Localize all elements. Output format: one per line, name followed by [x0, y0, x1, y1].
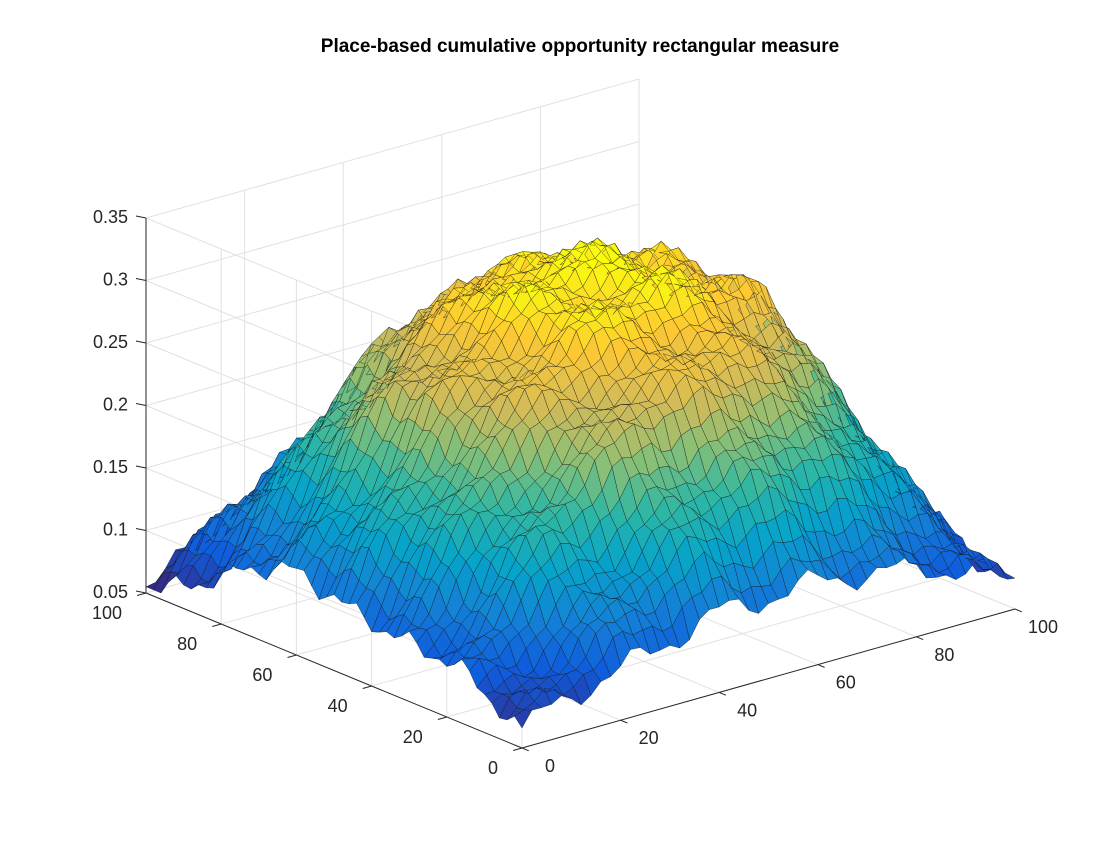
x-tick [521, 747, 529, 752]
x-tick [916, 636, 924, 641]
z-tick-label: 0.05 [93, 582, 128, 602]
surface-patch [997, 563, 1016, 580]
surface-layer [145, 237, 1016, 729]
y-tick [437, 716, 447, 720]
x-axis-line [521, 608, 1016, 749]
z-tick [135, 403, 147, 406]
wall-gridline-horizontal [145, 78, 640, 219]
y-tick-label: 20 [403, 727, 423, 747]
x-tick-label: 100 [1028, 617, 1058, 637]
x-tick-label: 20 [639, 728, 659, 748]
tick-label-layer: 0204060801000204060801000.050.10.150.20.… [92, 207, 1058, 778]
y-tick [512, 747, 523, 751]
axis-layer [135, 215, 1022, 752]
z-tick [135, 340, 147, 344]
y-tick [362, 685, 372, 689]
y-tick-label: 100 [92, 603, 122, 623]
x-tick-label: 0 [545, 756, 555, 776]
x-tick-label: 80 [934, 645, 954, 665]
y-tick [287, 654, 297, 658]
z-tick-label: 0.3 [103, 270, 128, 290]
y-tick-label: 80 [177, 634, 197, 654]
y-tick [136, 592, 147, 596]
x-tick [719, 691, 727, 696]
y-tick-label: 40 [328, 696, 348, 716]
x-tick [817, 664, 825, 668]
y-tick-label: 0 [488, 758, 498, 778]
z-tick [135, 278, 147, 281]
z-tick-label: 0.1 [103, 520, 128, 540]
y-tick-label: 60 [252, 665, 272, 685]
x-tick [1014, 608, 1022, 613]
z-tick-label: 0.2 [103, 395, 128, 415]
z-tick [135, 215, 147, 219]
y-tick [212, 623, 222, 627]
x-tick [620, 719, 628, 724]
x-tick-label: 40 [737, 700, 757, 720]
z-tick-label: 0.15 [93, 457, 128, 477]
z-tick [135, 590, 147, 594]
z-tick-label: 0.35 [93, 207, 128, 227]
x-tick-label: 60 [836, 673, 856, 693]
wall-gridline-horizontal [145, 141, 640, 281]
z-tick [135, 465, 147, 469]
wall-gridline-horizontal [145, 203, 640, 344]
z-tick [135, 528, 147, 531]
y-axis-line [145, 592, 523, 749]
chart-title: Place-based cumulative opportunity recta… [320, 36, 840, 57]
z-tick-label: 0.25 [93, 332, 128, 352]
